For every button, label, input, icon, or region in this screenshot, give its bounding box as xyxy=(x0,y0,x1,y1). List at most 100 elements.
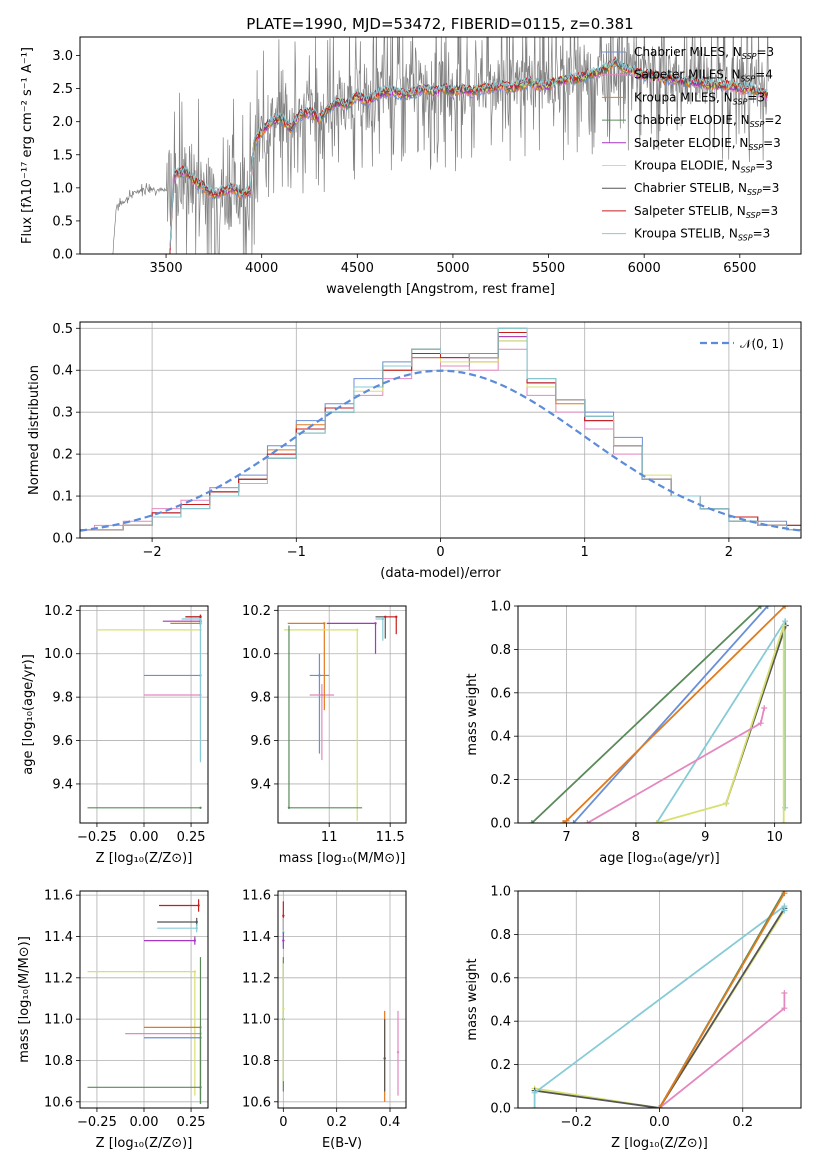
y-tick-label: 11.4 xyxy=(242,930,271,945)
x-axis-label: Z [log₁₀(Z/Z⊙)] xyxy=(611,1136,708,1151)
point-9 xyxy=(199,1086,202,1089)
y-tick-label: 0.2 xyxy=(52,448,73,463)
axes-frame xyxy=(79,36,802,255)
y-axis-label: mass weight xyxy=(465,958,480,1040)
point-1 xyxy=(282,914,285,917)
x-tick-label: 4000 xyxy=(245,261,278,276)
x-tick-label: 0 xyxy=(436,545,444,560)
y-tick-label: 0.6 xyxy=(490,971,511,986)
weight-marker-6 xyxy=(653,820,660,823)
y-tick-label: 1.0 xyxy=(52,181,73,196)
x-tick-label: 0.00 xyxy=(130,1115,159,1130)
y-tick-label: 0.4 xyxy=(52,364,73,379)
y-tick-label: 10.6 xyxy=(242,1095,271,1110)
y-tick-label: 0.1 xyxy=(52,490,73,505)
y-tick-label: 1.5 xyxy=(52,148,73,163)
y-tick-label: 11.4 xyxy=(44,930,73,945)
panel-z-mass: −0.25 0.00 0.25 10.6 10.8 11.0 11.2 11.4 11.6 Z [… xyxy=(17,889,209,1151)
point-5 xyxy=(282,1007,285,1010)
y-tick-label: 1.0 xyxy=(490,600,511,615)
weight-line-2 xyxy=(534,907,786,1108)
y-tick-label: 10.2 xyxy=(242,604,271,619)
y-axis-label: age [log₁₀(age/yr)] xyxy=(21,654,36,775)
plot-area xyxy=(282,901,400,1102)
panel-ebv-mass: 0 0.2 0.4 10.6 10.8 11.0 11.2 11.4 11.6 E(B-V) xyxy=(242,889,407,1151)
legend: Chabrier MILES, NSSP=3 Salpeter MILES, NS… xyxy=(602,45,782,243)
y-tick-label: 0.8 xyxy=(490,643,511,658)
weight-marker-6 xyxy=(656,1105,663,1108)
y-tick-label: 11.2 xyxy=(242,971,271,986)
y-tick-label: 0.4 xyxy=(490,730,511,745)
point-2 xyxy=(195,920,198,924)
x-tick-label: 3500 xyxy=(150,261,183,276)
normal-curve xyxy=(80,369,801,532)
y-tick-label: 10.2 xyxy=(44,604,73,619)
point-5 xyxy=(193,970,197,973)
x-tick-label: 0.2 xyxy=(326,1115,347,1130)
y-tick-label: 0.2 xyxy=(490,773,511,788)
y-tick-label: 10.8 xyxy=(242,1054,271,1069)
figure-title: PLATE=1990, MJD=53472, FIBERID=0115, z=0… xyxy=(246,15,633,33)
y-tick-label: 0.0 xyxy=(52,248,73,263)
point-9 xyxy=(199,806,202,810)
x-tick-label: −2 xyxy=(143,545,162,560)
y-tick-label: 3.0 xyxy=(52,49,73,64)
x-tick-label: 0.0 xyxy=(649,1115,670,1130)
point-2 xyxy=(320,693,324,697)
y-tick-label: 2.5 xyxy=(52,82,73,97)
x-tick-label: 2 xyxy=(725,545,733,560)
y-tick-label: 10.0 xyxy=(242,647,271,662)
x-axis-label: Z [log₁₀(Z/Z⊙)] xyxy=(96,1136,193,1151)
y-tick-label: 0.2 xyxy=(490,1058,511,1073)
x-tick-label: 6000 xyxy=(628,261,661,276)
weight-marker-3 xyxy=(531,1089,538,1096)
weight-marker-3 xyxy=(560,820,567,823)
weight-marker-5 xyxy=(781,989,788,996)
point-4 xyxy=(193,939,197,942)
x-axis-label: (data-model)/error xyxy=(380,566,501,581)
y-tick-label: 0.5 xyxy=(52,322,73,337)
y-tick-label: 0.0 xyxy=(52,532,73,547)
panels: Chabrier MILES, NSSP=3 Salpeter MILES, NS… xyxy=(17,36,802,1151)
x-tick-label: 0.00 xyxy=(130,830,159,845)
weight-marker-3 xyxy=(531,1105,538,1108)
panel-z-age: −0.25 0.00 0.25 9.4 9.6 9.8 10.0 10.2 Z [log₁₀(Z… xyxy=(21,604,209,866)
weight-line-2 xyxy=(572,606,769,823)
x-tick-label: 8 xyxy=(632,830,640,845)
x-tick-label: −0.2 xyxy=(560,1115,592,1130)
y-tick-label: 9.4 xyxy=(52,777,73,792)
y-tick-label: 0.5 xyxy=(52,214,73,229)
point-1 xyxy=(197,904,200,907)
y-tick-label: 10.8 xyxy=(44,1054,73,1069)
y-tick-label: 9.6 xyxy=(52,734,73,749)
weight-marker-6 xyxy=(780,820,787,823)
weight-marker-5 xyxy=(781,1005,788,1012)
point-7 xyxy=(383,1057,386,1060)
y-axis-label: Flux [fλ10⁻¹⁷ erg cm⁻² s⁻¹ A⁻¹] xyxy=(20,47,35,244)
point-6 xyxy=(395,615,398,619)
y-tick-label: 0.0 xyxy=(490,817,511,832)
y-tick-label: 9.8 xyxy=(52,691,73,706)
x-tick-label: −0.25 xyxy=(77,1115,117,1130)
y-tick-label: 11.0 xyxy=(242,1013,271,1028)
legend-label-1: Chabrier MILES, NSSP=3 xyxy=(634,45,774,61)
x-axis-label: Z [log₁₀(Z/Z⊙)] xyxy=(96,851,193,866)
x-tick-label: 6500 xyxy=(723,261,756,276)
legend-label-4: Chabrier ELODIE, NSSP=2 xyxy=(634,113,782,129)
plot-area xyxy=(284,615,398,821)
panel-mass-age: 11 11.5 9.4 9.6 9.8 10.0 10.2 mass [log₁₀(M/M⊙)… xyxy=(242,604,407,866)
weight-line-6 xyxy=(658,892,786,1108)
weight-line-1 xyxy=(531,606,762,823)
weight-marker-7 xyxy=(757,720,764,727)
point-8 xyxy=(199,617,202,621)
y-axis-label: mass [log₁₀(M/M⊙)] xyxy=(17,936,32,1063)
y-tick-label: 0.6 xyxy=(490,686,511,701)
x-axis-label: age [log₁₀(age/yr)] xyxy=(599,851,720,866)
x-tick-label: 1 xyxy=(581,545,589,560)
y-tick-label: 11.0 xyxy=(44,1013,73,1028)
y-tick-label: 9.4 xyxy=(250,777,271,792)
point-7 xyxy=(381,617,385,621)
y-tick-label: 9.8 xyxy=(250,691,271,706)
weight-marker-7 xyxy=(584,820,591,823)
